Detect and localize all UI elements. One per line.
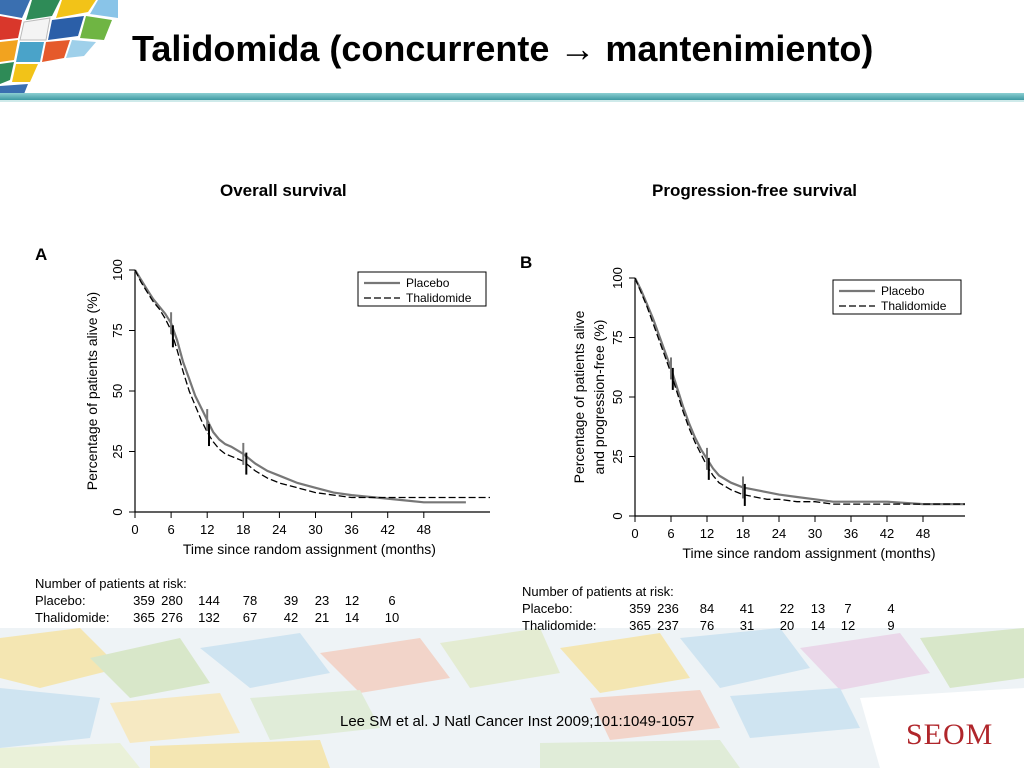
chart-panel-2: B 0 6 12 18 24 30 36 42 48 0 25 50 75 100 Time since ra… bbox=[520, 253, 965, 633]
x-tick-label: 24 bbox=[772, 526, 786, 541]
mosaic-logo bbox=[0, 0, 118, 94]
risk-table: Number of patients at risk: Placebo: 359 23… bbox=[522, 584, 895, 633]
legend-label: Placebo bbox=[406, 276, 450, 290]
risk-row-label: Placebo: bbox=[522, 601, 573, 616]
risk-value: 4 bbox=[887, 601, 894, 616]
x-tick-label: 30 bbox=[308, 522, 322, 537]
title-rule-highlight bbox=[0, 100, 1024, 102]
legend-box bbox=[832, 279, 962, 315]
y-tick-label: 75 bbox=[110, 323, 125, 337]
y-tick-label: 50 bbox=[610, 390, 625, 404]
x-tick-label: 6 bbox=[667, 526, 674, 541]
y-tick-label: 0 bbox=[610, 512, 625, 519]
risk-value: 22 bbox=[780, 601, 794, 616]
y-tick-label: 100 bbox=[110, 259, 125, 281]
risk-value: 14 bbox=[811, 618, 825, 633]
mosaic-footer bbox=[0, 628, 1024, 768]
y-tick-label: 100 bbox=[610, 267, 625, 289]
risk-value: 365 bbox=[629, 618, 651, 633]
risk-value: 41 bbox=[740, 601, 754, 616]
x-axis-label: Time since random assignment (months) bbox=[183, 541, 436, 557]
legend-label: Placebo bbox=[881, 284, 925, 298]
risk-value: 12 bbox=[841, 618, 855, 633]
risk-value: 365 bbox=[133, 610, 155, 625]
risk-value: 21 bbox=[315, 610, 329, 625]
risk-value: 12 bbox=[345, 593, 359, 608]
y-axis-label: and progression-free (%) bbox=[591, 320, 607, 475]
risk-value: 6 bbox=[388, 593, 395, 608]
series-line-placebo bbox=[634, 277, 965, 506]
y-axis-label: Percentage of patients alive (%) bbox=[84, 292, 100, 490]
x-tick-label: 36 bbox=[844, 526, 858, 541]
chart-title-pfs: Progression-free survival bbox=[652, 181, 858, 200]
title-rule bbox=[0, 93, 1024, 100]
x-tick-label: 12 bbox=[200, 522, 214, 537]
risk-value: 20 bbox=[780, 618, 794, 633]
risk-value: 13 bbox=[811, 601, 825, 616]
series-line-thalidomide bbox=[134, 269, 490, 499]
x-tick-label: 6 bbox=[167, 522, 174, 537]
x-tick-label: 24 bbox=[272, 522, 286, 537]
risk-value: 359 bbox=[629, 601, 651, 616]
chart-title-overall: Overall survival bbox=[220, 181, 347, 200]
series-line-placebo bbox=[134, 269, 466, 504]
x-tick-label: 0 bbox=[631, 526, 638, 541]
risk-row-label: Placebo: bbox=[35, 593, 86, 608]
risk-value: 276 bbox=[161, 610, 183, 625]
risk-value: 132 bbox=[198, 610, 220, 625]
risk-value: 236 bbox=[657, 601, 679, 616]
risk-value: 31 bbox=[740, 618, 754, 633]
x-tick-label: 48 bbox=[417, 522, 431, 537]
legend-label: Thalidomide bbox=[881, 299, 947, 313]
risk-value: 76 bbox=[700, 618, 714, 633]
x-tick-label: 18 bbox=[736, 526, 750, 541]
x-tick-label: 0 bbox=[131, 522, 138, 537]
x-tick-label: 18 bbox=[236, 522, 250, 537]
legend-box bbox=[357, 271, 487, 307]
y-tick-label: 25 bbox=[110, 444, 125, 458]
legend-label: Thalidomide bbox=[406, 291, 472, 305]
risk-value: 9 bbox=[887, 618, 894, 633]
risk-value: 14 bbox=[345, 610, 359, 625]
x-tick-label: 36 bbox=[344, 522, 358, 537]
risk-value: 67 bbox=[243, 610, 257, 625]
risk-table: Number of patients at risk: Placebo: 359 28… bbox=[35, 576, 399, 625]
y-tick-label: 50 bbox=[110, 384, 125, 398]
citation: Lee SM et al. J Natl Cancer Inst 2009;10… bbox=[340, 713, 695, 730]
risk-row-label: Thalidomide: bbox=[35, 610, 109, 625]
risk-table-heading: Number of patients at risk: bbox=[35, 576, 187, 591]
x-tick-label: 48 bbox=[916, 526, 930, 541]
risk-value: 10 bbox=[385, 610, 399, 625]
x-tick-label: 42 bbox=[880, 526, 894, 541]
seom-logo-text: SEOM bbox=[906, 718, 994, 751]
x-tick-label: 42 bbox=[380, 522, 394, 537]
risk-value: 237 bbox=[657, 618, 679, 633]
risk-value: 84 bbox=[700, 601, 714, 616]
risk-value: 23 bbox=[315, 593, 329, 608]
risk-value: 78 bbox=[243, 593, 257, 608]
slide-title: Talidomida (concurrente → mantenimiento) bbox=[132, 28, 874, 69]
y-tick-label: 75 bbox=[610, 330, 625, 344]
risk-value: 280 bbox=[161, 593, 183, 608]
panel-label: B bbox=[520, 253, 532, 272]
y-tick-label: 25 bbox=[610, 449, 625, 463]
panel-label: A bbox=[35, 245, 47, 264]
risk-value: 42 bbox=[284, 610, 298, 625]
x-tick-label: 12 bbox=[700, 526, 714, 541]
risk-value: 7 bbox=[844, 601, 851, 616]
risk-value: 144 bbox=[198, 593, 220, 608]
y-tick-label: 0 bbox=[110, 508, 125, 515]
risk-value: 359 bbox=[133, 593, 155, 608]
risk-value: 39 bbox=[284, 593, 298, 608]
x-tick-label: 30 bbox=[808, 526, 822, 541]
risk-table-heading: Number of patients at risk: bbox=[522, 584, 674, 599]
x-axis-label: Time since random assignment (months) bbox=[682, 545, 935, 561]
y-axis-label: Percentage of patients alive bbox=[571, 310, 587, 483]
risk-row-label: Thalidomide: bbox=[522, 618, 596, 633]
chart-panel-1: A 0 6 12 18 24 30 36 42 48 0 25 50 75 100 Time since ra… bbox=[35, 245, 490, 625]
series-line-thalidomide bbox=[634, 277, 965, 505]
